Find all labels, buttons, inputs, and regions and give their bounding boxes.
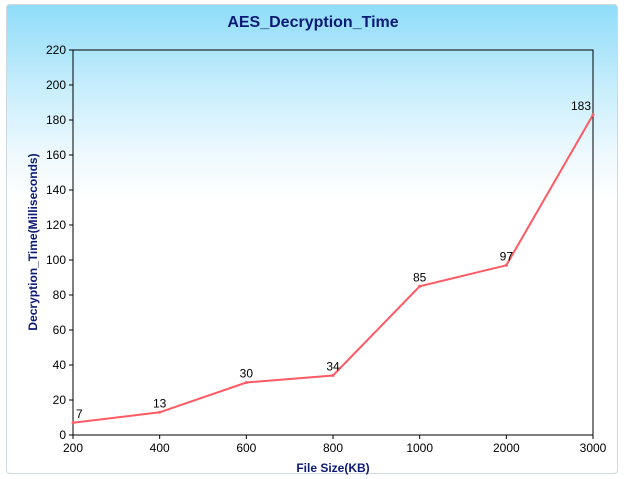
x-tick-label: 200	[63, 441, 83, 455]
y-tick-label: 80	[53, 288, 67, 302]
data-labels: 7 13 30 34 85 97 183	[76, 99, 591, 421]
y-axis-title: Decryption_Time(Milliseconds)	[26, 153, 40, 330]
x-tick-label: 3000	[580, 441, 607, 455]
data-point	[504, 263, 508, 267]
x-axis: 200 400 600 800 1000 2000 3000	[63, 435, 607, 455]
data-point	[331, 374, 335, 377]
data-point	[418, 284, 422, 288]
chart-title: AES_Decryption_Time	[227, 14, 398, 31]
x-axis-title: File Size(KB)	[296, 461, 369, 475]
x-tick-label: 600	[236, 441, 256, 455]
y-tick-label: 120	[46, 218, 66, 232]
data-point	[71, 421, 75, 425]
y-tick-label: 0	[59, 428, 66, 442]
data-label: 7	[76, 407, 83, 421]
x-tick-label: 800	[323, 441, 343, 455]
data-label: 13	[153, 396, 167, 410]
data-point	[591, 113, 595, 117]
y-axis: 0 20 40 60 80 100 120 140 160 180 200 220	[46, 43, 73, 442]
series-layer	[71, 113, 595, 425]
y-tick-label: 40	[53, 358, 67, 372]
data-label: 183	[571, 99, 591, 113]
data-point	[158, 410, 162, 414]
data-label: 30	[240, 367, 254, 381]
data-label: 85	[413, 270, 427, 284]
y-tick-label: 220	[46, 43, 66, 57]
chart-frame	[6, 4, 618, 474]
y-tick-label: 60	[53, 323, 67, 337]
x-tick-label: 2000	[493, 441, 520, 455]
data-label: 97	[500, 249, 514, 263]
x-tick-label: 1000	[406, 441, 433, 455]
y-tick-label: 20	[53, 393, 67, 407]
y-tick-label: 100	[46, 253, 66, 267]
data-point	[244, 381, 248, 384]
plot-area	[72, 49, 594, 436]
y-tick-label: 200	[46, 78, 66, 92]
y-tick-label: 160	[46, 148, 66, 162]
y-tick-label: 180	[46, 113, 66, 127]
data-label: 34	[326, 360, 340, 374]
y-tick-label: 140	[46, 183, 66, 197]
x-tick-label: 400	[150, 441, 170, 455]
